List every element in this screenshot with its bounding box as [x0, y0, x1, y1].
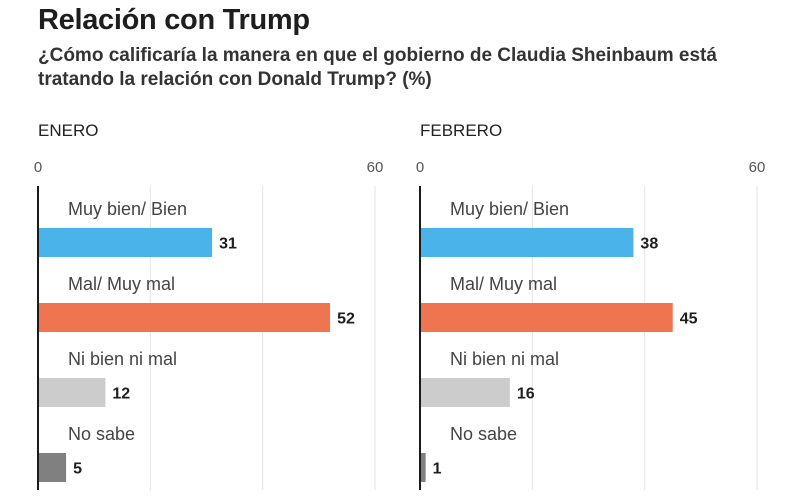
category-label: No sabe [450, 424, 517, 444]
chart-title: Relación con Trump [38, 4, 310, 36]
data-label: 38 [640, 236, 658, 253]
bar [38, 378, 106, 407]
tick-label-60: 60 [749, 159, 766, 176]
bar [38, 453, 67, 482]
category-label: No sabe [68, 424, 135, 444]
tick-label-60: 60 [367, 159, 384, 176]
data-label: 31 [219, 236, 237, 253]
bar [38, 228, 213, 257]
data-label: 5 [73, 461, 82, 478]
data-label: 1 [433, 461, 442, 478]
category-label: Mal/ Muy mal [68, 274, 175, 294]
data-label: 52 [337, 311, 355, 328]
panel-title: ENERO [38, 121, 98, 140]
bar [38, 303, 331, 332]
chart-panel-enero: ENERO 0 60 Muy bien/ Bien 31 Mal/ Muy mal 52 Ni… [34, 118, 398, 498]
chart-subtitle: ¿Cómo calificaría la manera en que el go… [38, 45, 717, 90]
data-label: 16 [517, 386, 535, 403]
category-label: Mal/ Muy mal [450, 274, 557, 294]
bar [420, 378, 510, 407]
bar [420, 303, 673, 332]
bar [420, 453, 426, 482]
bar-chart-svg: FEBRERO 0 60 Muy bien/ Bien 38 Mal/ Muy mal 45… [416, 121, 766, 490]
category-label: Muy bien/ Bien [68, 199, 187, 219]
data-label: 12 [112, 386, 130, 403]
tick-label-0: 0 [34, 159, 42, 176]
panel-title: FEBRERO [420, 121, 502, 140]
data-label: 45 [680, 311, 698, 328]
bar [420, 228, 634, 257]
category-label: Muy bien/ Bien [450, 199, 569, 219]
tick-label-0: 0 [416, 159, 424, 176]
category-label: Ni bien ni mal [450, 349, 559, 369]
chart-panel-febrero: FEBRERO 0 60 Muy bien/ Bien 38 Mal/ Muy mal 45… [416, 118, 780, 498]
category-label: Ni bien ni mal [68, 349, 177, 369]
bar-chart-svg: ENERO 0 60 Muy bien/ Bien 31 Mal/ Muy mal 52 Ni… [34, 121, 384, 490]
